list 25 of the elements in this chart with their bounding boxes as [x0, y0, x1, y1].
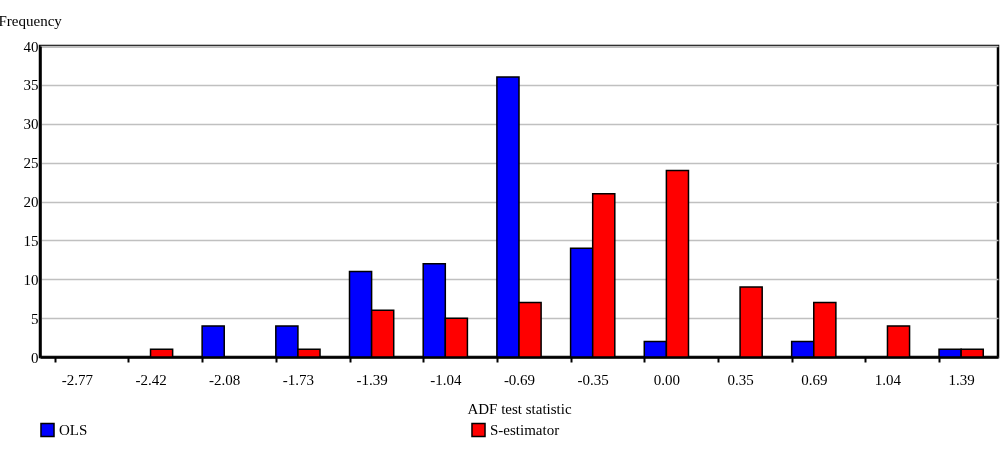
x-tick-label: 1.39: [948, 371, 975, 388]
x-tick-label: 0.35: [727, 371, 754, 388]
legend-label: OLS: [59, 421, 88, 438]
x-tick-label: -0.35: [577, 371, 609, 388]
x-tick-label: 1.04: [874, 371, 902, 388]
y-tick-label: 0: [31, 349, 39, 366]
x-tick-label: 0.00: [653, 371, 681, 388]
y-tick-label: 15: [23, 232, 39, 249]
y-tick-label: 10: [23, 271, 39, 288]
y-tick-label: 20: [23, 194, 39, 210]
x-axis-title: ADF test statistic: [467, 400, 572, 417]
x-tick-label: -2.42: [135, 371, 167, 388]
x-tick-label: -2.08: [209, 371, 241, 388]
x-tick-label: -1.39: [356, 371, 388, 388]
y-tick-label: 30: [23, 116, 39, 133]
x-tick-label: -1.04: [430, 371, 462, 388]
x-tick-label: -2.77: [61, 371, 94, 388]
legend-label: S-estimator: [490, 421, 560, 438]
y-tick-label: 5: [31, 310, 39, 327]
y-tick-label: 25: [23, 155, 39, 172]
x-tick-label: -0.69: [503, 371, 536, 388]
y-tick-label: 40: [23, 38, 39, 55]
y-tick-label: 35: [23, 77, 39, 94]
x-tick-label: 0.69: [801, 371, 828, 388]
x-tick-label: -1.73: [282, 371, 315, 388]
